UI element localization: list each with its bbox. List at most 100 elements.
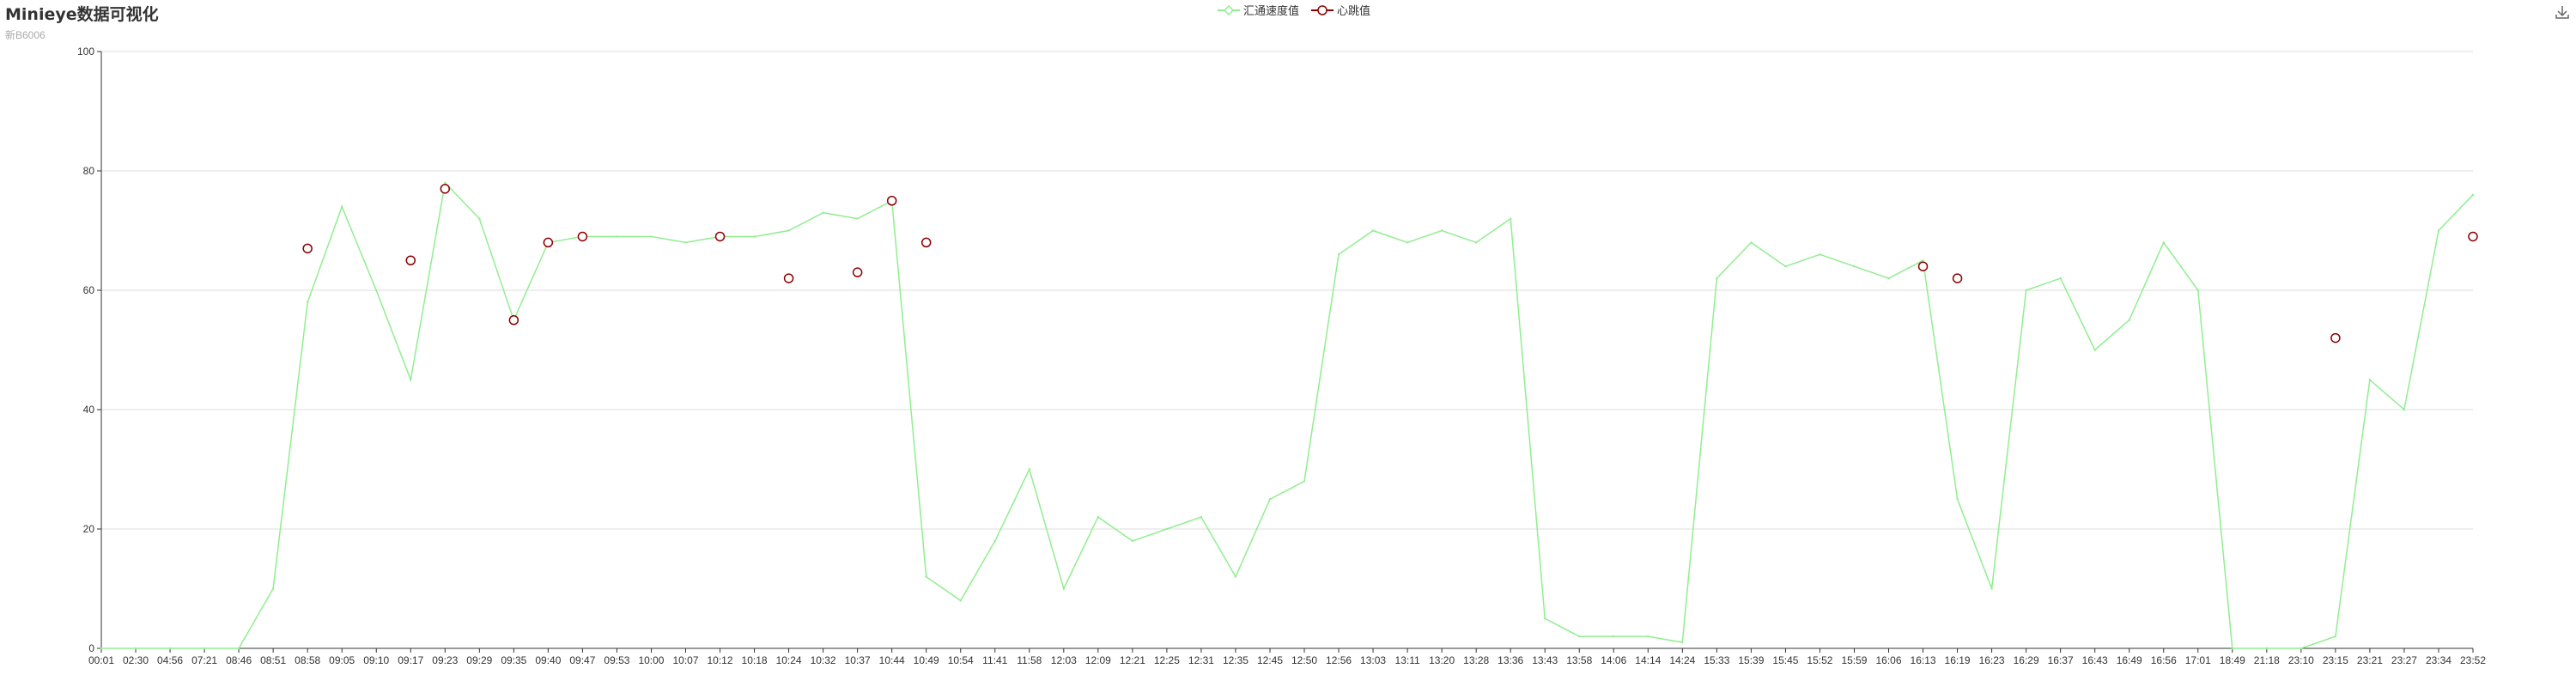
x-tick-label: 12:09 (1085, 654, 1111, 666)
x-tick-label: 23:52 (2460, 654, 2486, 666)
x-tick-label: 10:37 (845, 654, 871, 666)
data-point-speed (1097, 515, 1100, 519)
data-point-speed (1474, 241, 1478, 244)
x-tick-label: 23:15 (2323, 654, 2348, 666)
data-point-speed (1990, 587, 1993, 590)
x-tick-label: 09:10 (363, 654, 389, 666)
data-point-speed (2196, 289, 2199, 292)
data-point-speed (1062, 587, 1066, 590)
x-tick-label: 12:21 (1120, 654, 1145, 666)
data-point-speed (1337, 253, 1340, 256)
data-point-speed (1647, 635, 1649, 638)
x-tick-label: 16:56 (2151, 654, 2177, 666)
data-point-speed (959, 599, 962, 602)
data-point-speed (306, 301, 309, 304)
data-point-speed (787, 229, 790, 232)
data-point-speed (1440, 229, 1443, 232)
data-point-speed (410, 379, 412, 381)
x-tick-label: 09:40 (535, 654, 561, 666)
data-point-speed (1544, 617, 1546, 620)
data-point-speed (478, 217, 481, 220)
data-point-speed (616, 235, 618, 238)
data-point-heartbeat (1952, 273, 1963, 283)
data-point-speed (1853, 265, 1856, 268)
data-point-speed (341, 205, 343, 208)
data-point-speed (2403, 408, 2406, 411)
data-point-speed (1509, 217, 1512, 220)
x-tick-label: 14:06 (1601, 654, 1626, 666)
y-tick-label: 40 (83, 404, 95, 416)
legend-item-speed[interactable]: 汇通速度值 (1218, 2, 1299, 18)
x-tick-label: 23:27 (2391, 654, 2417, 666)
x-tick-label: 10:54 (948, 654, 974, 666)
legend-line-circle-icon (1311, 4, 1334, 15)
data-point-speed (1268, 498, 1272, 501)
x-tick-label: 10:32 (811, 654, 836, 666)
data-point-speed (1200, 515, 1203, 519)
x-tick-label: 12:03 (1051, 654, 1077, 666)
data-point-speed (1956, 498, 1959, 501)
data-point-speed (2231, 647, 2233, 650)
legend-line-diamond-icon (1218, 4, 1240, 15)
x-tick-label: 16:13 (1911, 654, 1936, 666)
x-tick-label: 12:35 (1223, 654, 1249, 666)
data-point-speed (1750, 241, 1753, 244)
data-point-speed (375, 289, 378, 292)
data-point-speed (753, 235, 756, 238)
data-point-speed (1613, 635, 1615, 638)
data-point-speed (2265, 647, 2269, 650)
x-tick-label: 12:56 (1326, 654, 1352, 666)
data-point-heartbeat (405, 255, 416, 265)
data-point-speed (856, 217, 859, 220)
download-icon[interactable] (2554, 3, 2571, 21)
data-point-speed (1303, 480, 1306, 483)
y-tick-label: 60 (83, 284, 95, 296)
data-point-speed (2300, 647, 2303, 650)
x-tick-label: 16:23 (1979, 654, 2005, 666)
data-point-speed (1784, 265, 1787, 268)
data-point-heartbeat (508, 315, 519, 325)
x-tick-label: 10:12 (708, 654, 733, 666)
x-tick-label: 13:11 (1395, 654, 1420, 666)
data-point-speed (1406, 241, 1409, 244)
data-point-speed (822, 211, 824, 214)
x-tick-label: 09:23 (432, 654, 458, 666)
x-tick-label: 10:24 (776, 654, 802, 666)
data-point-heartbeat (440, 184, 451, 194)
x-tick-label: 16:49 (2117, 654, 2142, 666)
y-tick-label: 100 (77, 46, 94, 58)
x-tick-label: 14:14 (1635, 654, 1661, 666)
data-point-speed (1922, 259, 1924, 262)
data-point-speed (993, 539, 996, 543)
x-tick-label: 10:49 (914, 654, 939, 666)
x-tick-label: 10:18 (742, 654, 768, 666)
legend-item-heartbeat[interactable]: 心跳值 (1311, 2, 1370, 18)
x-tick-label: 12:45 (1257, 654, 1283, 666)
data-point-speed (2025, 289, 2027, 292)
data-point-speed (2471, 193, 2475, 196)
data-point-heartbeat (783, 273, 794, 283)
x-tick-label: 16:43 (2082, 654, 2108, 666)
legend-label-heartbeat: 心跳值 (1337, 5, 1371, 18)
data-point-heartbeat (543, 237, 554, 248)
x-tick-label: 16:37 (2048, 654, 2074, 666)
chart-subtitle: 新B6006 (5, 29, 46, 41)
x-tick-label: 16:06 (1875, 654, 1901, 666)
data-point-heartbeat (920, 237, 932, 248)
x-tick-label: 11:58 (1017, 654, 1042, 666)
data-point-speed (237, 647, 240, 650)
data-point-speed (444, 181, 447, 185)
x-tick-label: 23:34 (2426, 654, 2451, 666)
data-point-speed (2162, 241, 2165, 244)
y-tick-label: 0 (88, 642, 94, 654)
x-tick-label: 13:28 (1463, 654, 1489, 666)
data-point-speed (203, 647, 206, 650)
data-point-speed (1165, 527, 1169, 531)
x-tick-label: 12:50 (1291, 654, 1317, 666)
x-tick-label: 16:29 (2014, 654, 2039, 666)
data-point-speed (1131, 539, 1134, 543)
x-tick-label: 16:19 (1945, 654, 1971, 666)
legend: 汇通速度值 心跳值 (1218, 2, 1370, 18)
x-tick-label: 13:36 (1498, 654, 1523, 666)
data-point-speed (1234, 575, 1237, 578)
